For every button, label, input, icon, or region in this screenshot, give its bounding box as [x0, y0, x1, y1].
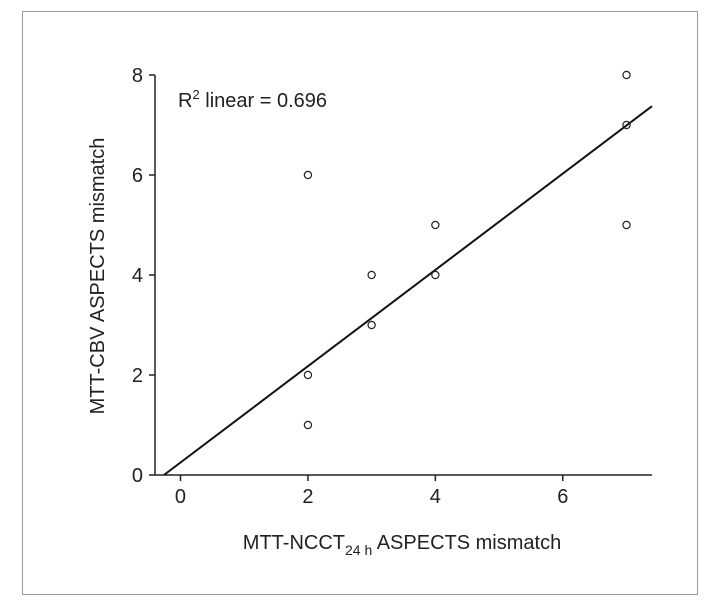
x-axis-title: MTT-NCCT24 h ASPECTS mismatch [243, 532, 561, 558]
data-point [622, 70, 631, 80]
data-point [303, 370, 313, 380]
y-tick-label: 8 [132, 65, 143, 87]
data-point [303, 170, 313, 180]
data-point [431, 220, 440, 230]
x-tick-label: 6 [557, 486, 568, 508]
data-point [431, 270, 440, 280]
x-tick-label: 0 [175, 486, 186, 508]
r-squared-annotation: R2 linear = 0.696 [178, 87, 327, 112]
y-tick-label: 4 [132, 265, 143, 287]
fit-line-group [163, 105, 653, 476]
x-tick-label: 4 [430, 486, 441, 508]
data-point [303, 420, 313, 430]
y-tick-label: 2 [132, 365, 143, 387]
data-points [303, 70, 631, 430]
y-tick-label: 0 [132, 465, 143, 487]
y-tick-label: 6 [132, 165, 143, 187]
regression-line [163, 105, 653, 476]
axes [154, 75, 652, 476]
data-point [622, 120, 631, 130]
x-ticks: 0 2 4 6 [175, 475, 568, 508]
data-point [367, 270, 376, 280]
y-ticks: 0 2 4 6 8 [132, 65, 155, 487]
x-tick-label: 2 [302, 486, 313, 508]
y-axis-title: MTT-CBV ASPECTS mismatch [87, 138, 109, 415]
figure-frame [22, 11, 698, 595]
data-point [367, 320, 376, 330]
data-point [622, 220, 631, 230]
